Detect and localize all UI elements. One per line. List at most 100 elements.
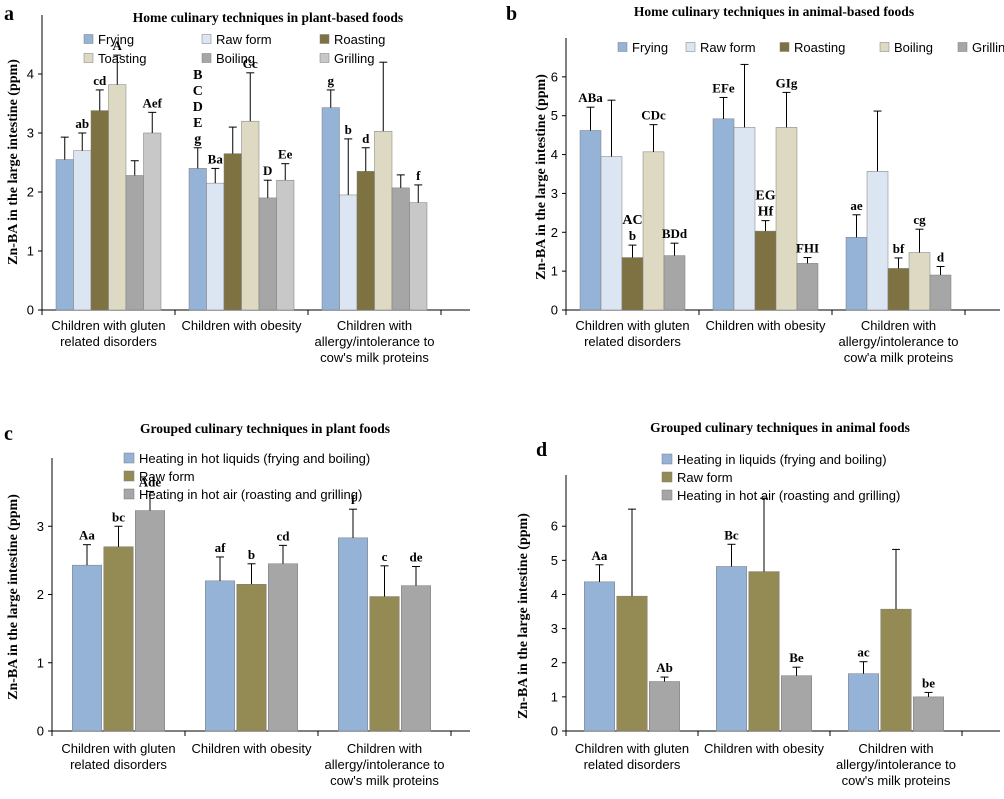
legend-label: Raw form	[216, 32, 272, 47]
data-label: GIg	[776, 75, 798, 90]
bar	[600, 156, 623, 311]
legend-label: Frying	[632, 40, 668, 55]
annotation-label: B	[193, 68, 202, 83]
bar	[135, 510, 165, 732]
legend-swatch	[661, 489, 673, 501]
legend-swatch	[201, 34, 212, 44]
bar	[338, 537, 368, 732]
bar	[913, 696, 944, 732]
category-label: Children with gluten	[575, 741, 689, 756]
panel-letter-a: a	[4, 3, 14, 25]
bar	[258, 197, 277, 311]
bar	[268, 563, 298, 732]
annotation-label: Hf	[758, 205, 774, 220]
category-label: Children with	[337, 318, 412, 333]
data-label: de	[410, 550, 423, 565]
data-label: Aa	[592, 548, 608, 563]
legend-label: Raw form	[677, 470, 733, 485]
legend-swatch	[83, 34, 94, 44]
category-label: Children with obesity	[182, 318, 302, 333]
category-label: Children with gluten	[61, 741, 175, 756]
data-label: Cc	[243, 56, 258, 71]
category-label: Children with gluten	[51, 318, 165, 333]
legend-label: Raw form	[700, 40, 756, 55]
bar	[621, 257, 644, 311]
data-label: ae	[850, 198, 863, 213]
y-tick-label: 1	[551, 689, 558, 704]
category-label: allergy/intolerance to	[315, 334, 435, 349]
category-label: cow'a milk proteins	[844, 350, 954, 365]
y-tick-label: 3	[27, 126, 34, 141]
bar	[276, 179, 295, 311]
panel-d: d Grouped culinary techniques in animal …	[516, 420, 1000, 788]
y-tick-label: 2	[37, 587, 44, 602]
data-label: b	[629, 228, 636, 243]
legend-swatch	[123, 470, 135, 482]
bar	[125, 175, 144, 311]
bar	[848, 673, 879, 732]
data-label: FHI	[796, 241, 819, 256]
annotation-label: AC	[622, 213, 642, 228]
data-label: f	[351, 492, 356, 507]
data-label: d	[937, 249, 945, 264]
category-label: allergy/intolerance to	[836, 757, 956, 772]
legend-label: Boiling	[216, 51, 255, 66]
bar	[796, 263, 819, 311]
legend-label: Raw form	[139, 469, 195, 484]
chart-title: Grouped culinary techniques in animal fo…	[650, 420, 910, 435]
y-tick-label: 4	[551, 147, 558, 162]
category-label: Children with	[858, 741, 933, 756]
category-label: related disorders	[584, 757, 681, 772]
bar	[649, 681, 680, 732]
y-tick-label: 6	[551, 69, 558, 84]
bar	[733, 127, 756, 311]
y-axis-label: Zn-BA in the large intestine (ppm)	[6, 494, 21, 700]
category-label: cow's milk proteins	[330, 773, 439, 788]
legend-label: Heating in hot air (roasting and grillin…	[677, 488, 900, 503]
bar	[579, 130, 602, 311]
chart-title: Grouped culinary techniques in plant foo…	[140, 421, 390, 436]
bar	[845, 237, 868, 311]
bar	[584, 581, 615, 732]
bar	[712, 118, 735, 311]
category-label: related disorders	[70, 757, 167, 772]
category-label: Children with	[347, 741, 422, 756]
category-label: allergy/intolerance to	[839, 334, 959, 349]
legend-swatch	[201, 53, 212, 63]
y-tick-label: 5	[551, 108, 558, 123]
category-label: related disorders	[584, 334, 681, 349]
annotation-label: g	[194, 132, 201, 147]
y-tick-label: 5	[551, 553, 558, 568]
data-label: EFe	[712, 80, 735, 95]
data-label: c	[382, 549, 388, 564]
legend-swatch	[661, 453, 673, 465]
legend-swatch	[617, 42, 628, 52]
y-tick-label: 3	[551, 186, 558, 201]
bar	[321, 107, 340, 311]
y-tick-label: 0	[551, 303, 558, 318]
data-label: Aa	[79, 528, 95, 543]
data-label: be	[922, 675, 935, 690]
y-tick-label: 6	[551, 519, 558, 534]
data-label: D	[263, 163, 272, 178]
data-label: Aef	[143, 95, 163, 110]
legend-swatch	[123, 488, 135, 500]
legend-swatch	[957, 42, 968, 52]
y-tick-label: 1	[551, 264, 558, 279]
bar	[72, 564, 102, 732]
bar	[73, 150, 92, 311]
bar	[236, 584, 267, 732]
chart-title: Home culinary techniques in animal-based…	[634, 4, 914, 19]
legend-swatch	[83, 53, 94, 63]
bar	[616, 595, 648, 732]
bar	[880, 608, 912, 732]
legend-label: Boiling	[894, 40, 933, 55]
bar	[241, 120, 260, 311]
legend-label: Heating in liquids (frying and boiling)	[677, 452, 887, 467]
category-label: cow's milk proteins	[320, 350, 429, 365]
bar	[754, 230, 777, 311]
panel-a: a Home culinary techniques in plant-base…	[4, 3, 470, 365]
data-label: Ee	[278, 147, 293, 162]
y-tick-label: 0	[27, 303, 34, 318]
